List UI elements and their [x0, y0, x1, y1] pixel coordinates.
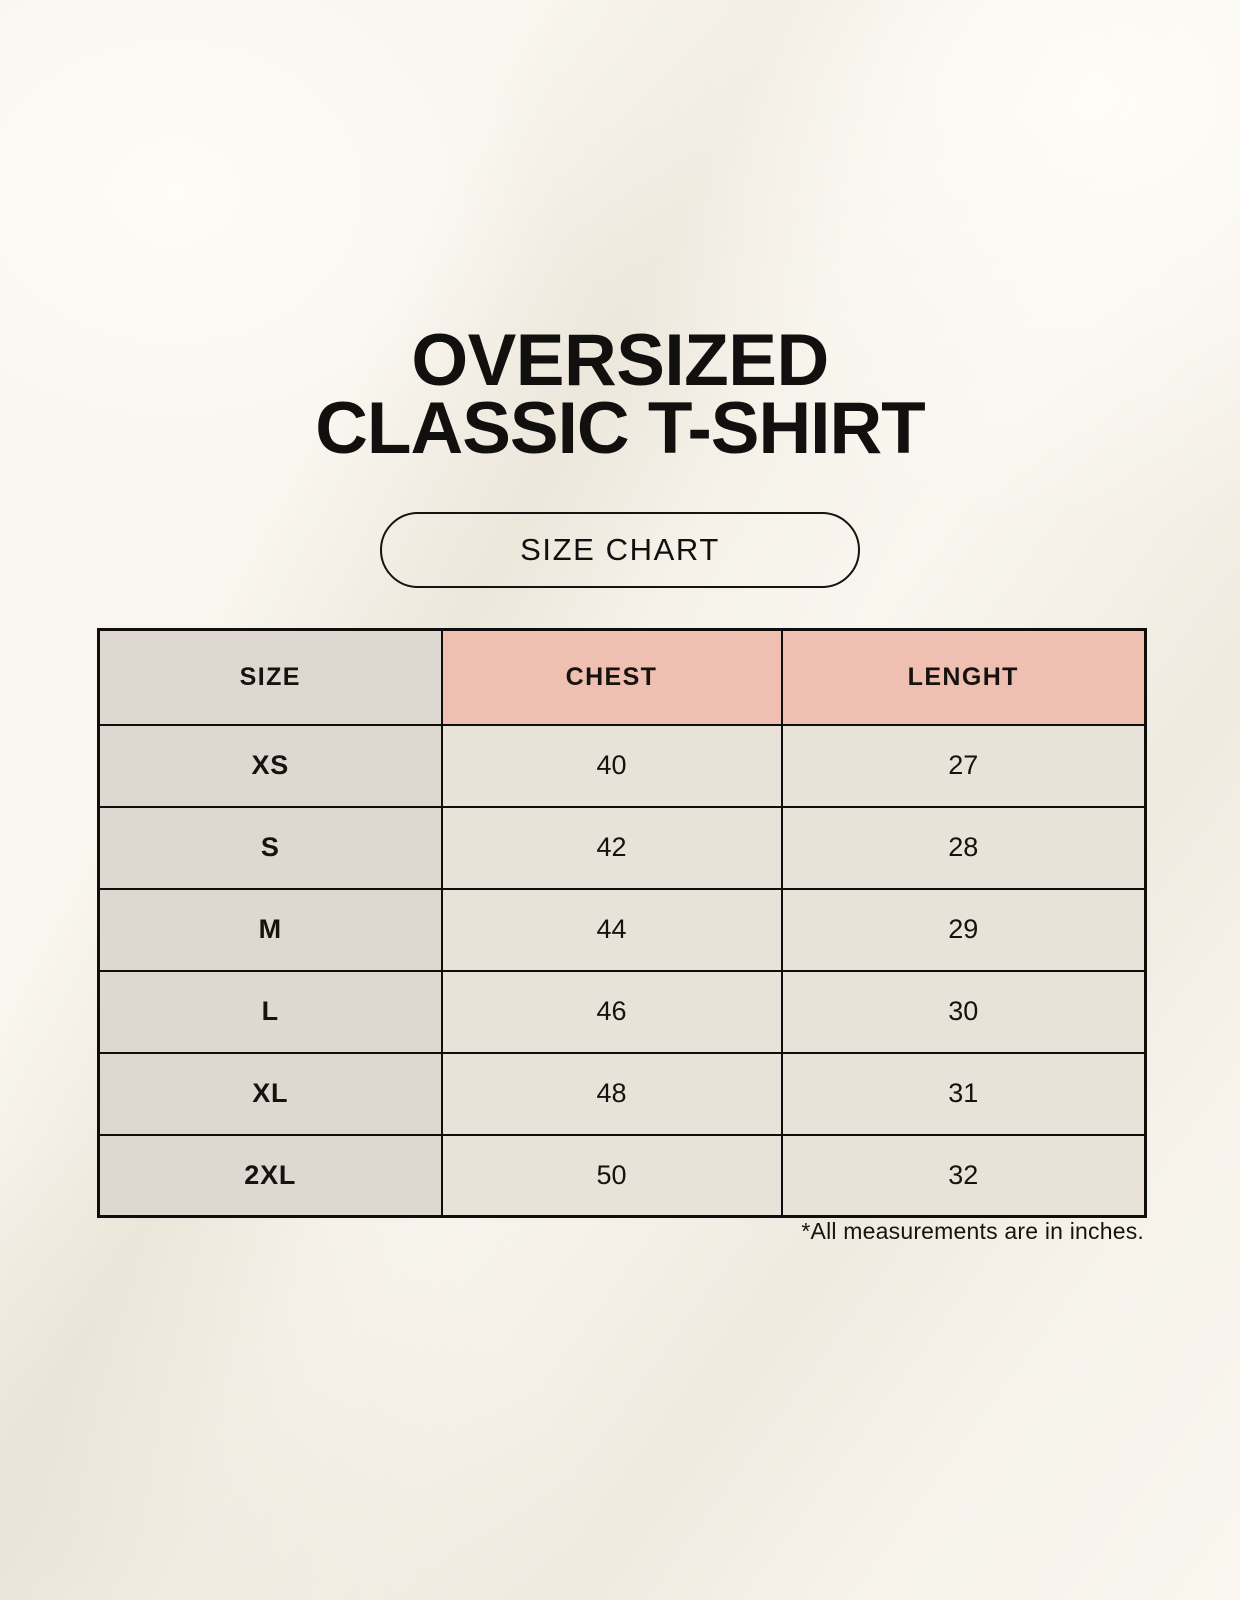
cell-size: 2XL	[97, 1133, 443, 1218]
cell-size: XS	[97, 723, 443, 808]
cell-size: M	[97, 887, 443, 972]
cell-chest: 44	[440, 887, 783, 972]
cell-chest: 40	[440, 723, 783, 808]
cell-chest: 48	[440, 1051, 783, 1136]
cell-length: 30	[780, 969, 1147, 1054]
column-header-chest: CHEST	[440, 628, 783, 726]
cell-length: 27	[780, 723, 1147, 808]
table-row: S 42 28	[97, 805, 1147, 890]
page-title: OVERSIZED CLASSIC T-SHIRT	[0, 320, 1240, 469]
cell-size: L	[97, 969, 443, 1054]
cell-chest: 46	[440, 969, 783, 1054]
size-chart-badge-wrapper: SIZE CHART	[0, 512, 1240, 588]
cell-chest: 42	[440, 805, 783, 890]
title-line-one: OVERSIZED	[411, 320, 829, 401]
size-table: SIZE CHEST LENGHT XS 40 27 S 42 28 M	[97, 628, 1147, 1218]
size-chart-badge-label: SIZE CHART	[520, 532, 720, 567]
measurement-unit-note: *All measurements are in inches.	[801, 1218, 1144, 1244]
table-header-row: SIZE CHEST LENGHT	[97, 628, 1147, 726]
cell-length: 31	[780, 1051, 1147, 1136]
table-row: XS 40 27	[97, 723, 1147, 808]
size-table-wrapper: SIZE CHEST LENGHT XS 40 27 S 42 28 M	[97, 628, 1147, 1218]
cell-size: XL	[97, 1051, 443, 1136]
column-header-length: LENGHT	[780, 628, 1147, 726]
cell-length: 29	[780, 887, 1147, 972]
cell-chest: 50	[440, 1133, 783, 1218]
cell-length: 28	[780, 805, 1147, 890]
cell-size: S	[97, 805, 443, 890]
table-row: 2XL 50 32	[97, 1133, 1147, 1218]
column-header-size: SIZE	[97, 628, 443, 726]
cell-length: 32	[780, 1133, 1147, 1218]
table-row: L 46 30	[97, 969, 1147, 1054]
table-row: M 44 29	[97, 887, 1147, 972]
table-row: XL 48 31	[97, 1051, 1147, 1136]
size-chart-badge: SIZE CHART	[380, 512, 860, 588]
title-line-two: CLASSIC T-SHIRT	[315, 387, 926, 469]
